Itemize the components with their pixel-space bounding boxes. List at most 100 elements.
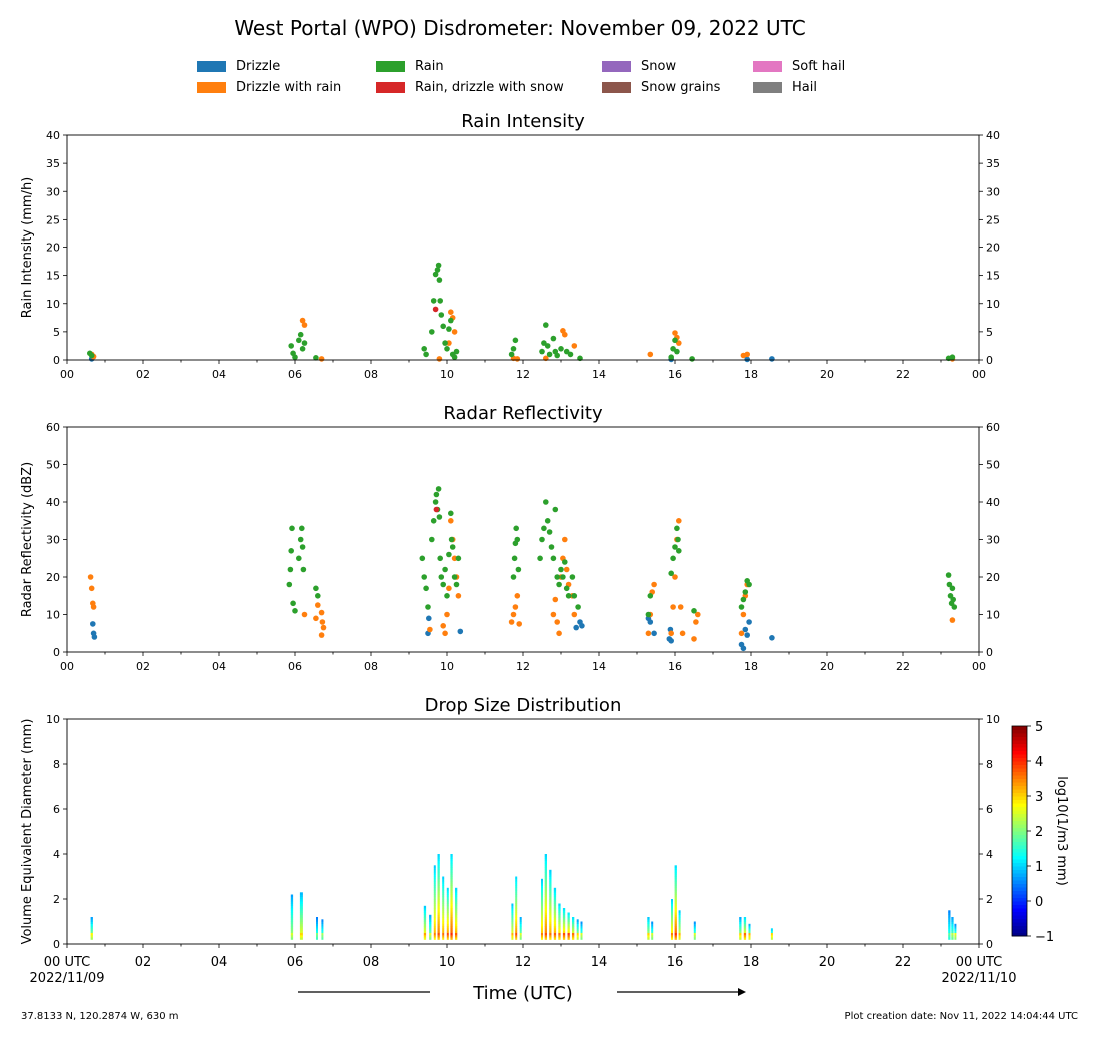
rain-intensityx-tick-label: 12 <box>516 368 530 381</box>
dsd-heatmap-cell <box>544 914 547 918</box>
drop-size-distributiony-tick-label-right: 0 <box>986 938 993 951</box>
rain-intensityy-tick-label: 25 <box>46 213 60 226</box>
dsd-heatmap-cell <box>437 894 440 897</box>
dsd-heatmap-cell <box>948 917 951 920</box>
dsd-heatmap-cell <box>558 935 561 938</box>
legend-swatch-snow-grains <box>602 82 631 93</box>
dsd-heatmap-cell <box>553 928 557 931</box>
dsd-heatmap-cell <box>553 923 557 927</box>
dsd-heatmap-cell <box>739 930 742 933</box>
dsd-heatmap-cell <box>558 930 561 933</box>
colorbar-segment <box>1012 803 1027 807</box>
colorbar-segment <box>1012 852 1027 856</box>
dsd-heatmap-cell <box>541 923 543 927</box>
dsd-heatmap-cell <box>446 905 449 909</box>
radar-reflectivitypoint-rain <box>510 574 517 580</box>
dsd-heatmap-cell <box>290 912 294 915</box>
dsd-heatmap-cell <box>558 905 561 909</box>
dsd-heatmap-cell <box>433 869 436 873</box>
dsd-heatmap-cell <box>948 935 951 938</box>
dsd-heatmap-cell <box>954 923 957 927</box>
radar-reflectivitypoint-rain <box>537 555 543 562</box>
dsd-heatmap-cell <box>743 935 747 938</box>
dsd-heatmap-cell <box>511 903 514 906</box>
dsd-heatmap-cell <box>429 914 432 918</box>
radar-reflectivitypoint-rain <box>438 574 445 580</box>
radar-reflectivitypoint-rain <box>946 581 953 588</box>
rain-intensitypoint-drizzle <box>744 356 750 363</box>
dsd-heatmap-cell <box>562 908 566 911</box>
rain-intensitypoint-drizzle-with-rain <box>301 322 308 328</box>
radar-reflectivitypoint-drizzle-with-rain <box>440 623 447 629</box>
dsd-heatmap-cell <box>433 881 436 884</box>
rain-intensityy-tick-label: 10 <box>46 298 60 311</box>
radar-reflectivitypoint-rain <box>563 585 570 592</box>
dsd-heatmap-cell <box>433 919 436 922</box>
dsd-heatmap-cell <box>429 917 432 920</box>
dsd-heatmap-cell <box>954 930 957 933</box>
radar-reflectivitypoint-drizzle-with-rain <box>446 585 452 592</box>
dsd-heatmap-cell <box>647 923 650 927</box>
rain-intensitypoint-drizzle-with-rain <box>647 351 654 358</box>
dsd-heatmap-cell <box>544 865 547 868</box>
dsd-heatmap-cell <box>549 890 552 893</box>
dsd-heatmap-cell <box>553 930 557 933</box>
dsd-heatmap-cell <box>316 926 318 929</box>
radar-reflectivitypoint-rain <box>436 514 443 520</box>
dsd-heatmap-cell <box>515 919 518 922</box>
dsd-heatmap-cell <box>299 937 303 940</box>
dsd-heatmap-cell <box>437 901 440 904</box>
dsd-heatmap-cell <box>951 923 954 927</box>
radar-reflectivitypoint-rain <box>423 585 429 592</box>
rain-intensitypoint-rain <box>674 348 680 355</box>
dsd-heatmap-cell <box>541 928 543 931</box>
dsd-heatmap-cell <box>553 937 557 940</box>
dsd-heatmap-cell <box>567 935 570 938</box>
dsd-heatmap-cell <box>544 892 547 895</box>
radar-reflectivitypoint-rain <box>560 574 566 580</box>
dsd-heatmap-cell <box>651 926 654 929</box>
dsd-heatmap-cell <box>455 896 458 900</box>
dsd-heatmap-cell <box>549 908 552 911</box>
dsd-heatmap-cell <box>549 921 552 924</box>
dsd-heatmap-cell <box>693 923 696 927</box>
dsd-heatmap-cell <box>553 887 557 891</box>
rain-intensityy-axis-label: Rain Intensity (mm/h) <box>20 177 35 319</box>
dsd-heatmap-cell <box>541 917 543 920</box>
radar-reflectivitypoint-drizzle-with-rain <box>556 630 562 637</box>
dsd-heatmap-cell <box>549 872 552 875</box>
radar-reflectivitypoint-rain <box>575 604 581 610</box>
dsd-heatmap-cell <box>558 912 561 915</box>
dsd-heatmap-cell <box>455 932 458 936</box>
dsd-heatmap-cell <box>541 905 543 909</box>
rain-intensitytitle: Rain Intensity <box>461 111 585 132</box>
dsd-heatmap-cell <box>446 917 449 920</box>
colorbar-segment <box>1012 736 1027 741</box>
dsd-heatmap-cell <box>674 878 677 882</box>
radar-reflectivitypoint-rain <box>432 499 439 505</box>
dsd-heatmap-cell <box>450 860 453 864</box>
dsd-heatmap-cell <box>549 928 552 931</box>
rain-intensityy-tick-label-right: 40 <box>986 129 1000 142</box>
dsd-heatmap-cell <box>572 919 575 922</box>
dsd-heatmap-cell <box>544 854 547 857</box>
dsd-heatmap-cell <box>446 928 449 931</box>
dsd-heatmap-cell <box>553 899 557 902</box>
dsd-heatmap-cell <box>549 926 552 929</box>
dsd-heatmap-cell <box>553 914 557 918</box>
dsd-heatmap-cell <box>576 921 579 924</box>
dsd-heatmap-cell <box>433 914 436 918</box>
dsd-heatmap-cell <box>693 930 696 933</box>
dsd-heatmap-cell <box>544 887 547 891</box>
drop-size-distributiony-tick-label-right: 8 <box>986 758 993 771</box>
dsd-heatmap-cell <box>562 921 566 924</box>
dsd-heatmap-cell <box>948 921 951 924</box>
dsd-heatmap-cell <box>423 930 427 933</box>
dsd-heatmap-cell <box>515 894 518 897</box>
dsd-heatmap-cell <box>290 928 294 931</box>
dsd-heatmap-cell <box>442 885 445 888</box>
dsd-heatmap-cell <box>437 917 440 920</box>
dsd-heatmap-cell <box>437 926 440 929</box>
dsd-heatmap-cell <box>446 896 449 900</box>
dsd-heatmap-cell <box>954 937 957 940</box>
